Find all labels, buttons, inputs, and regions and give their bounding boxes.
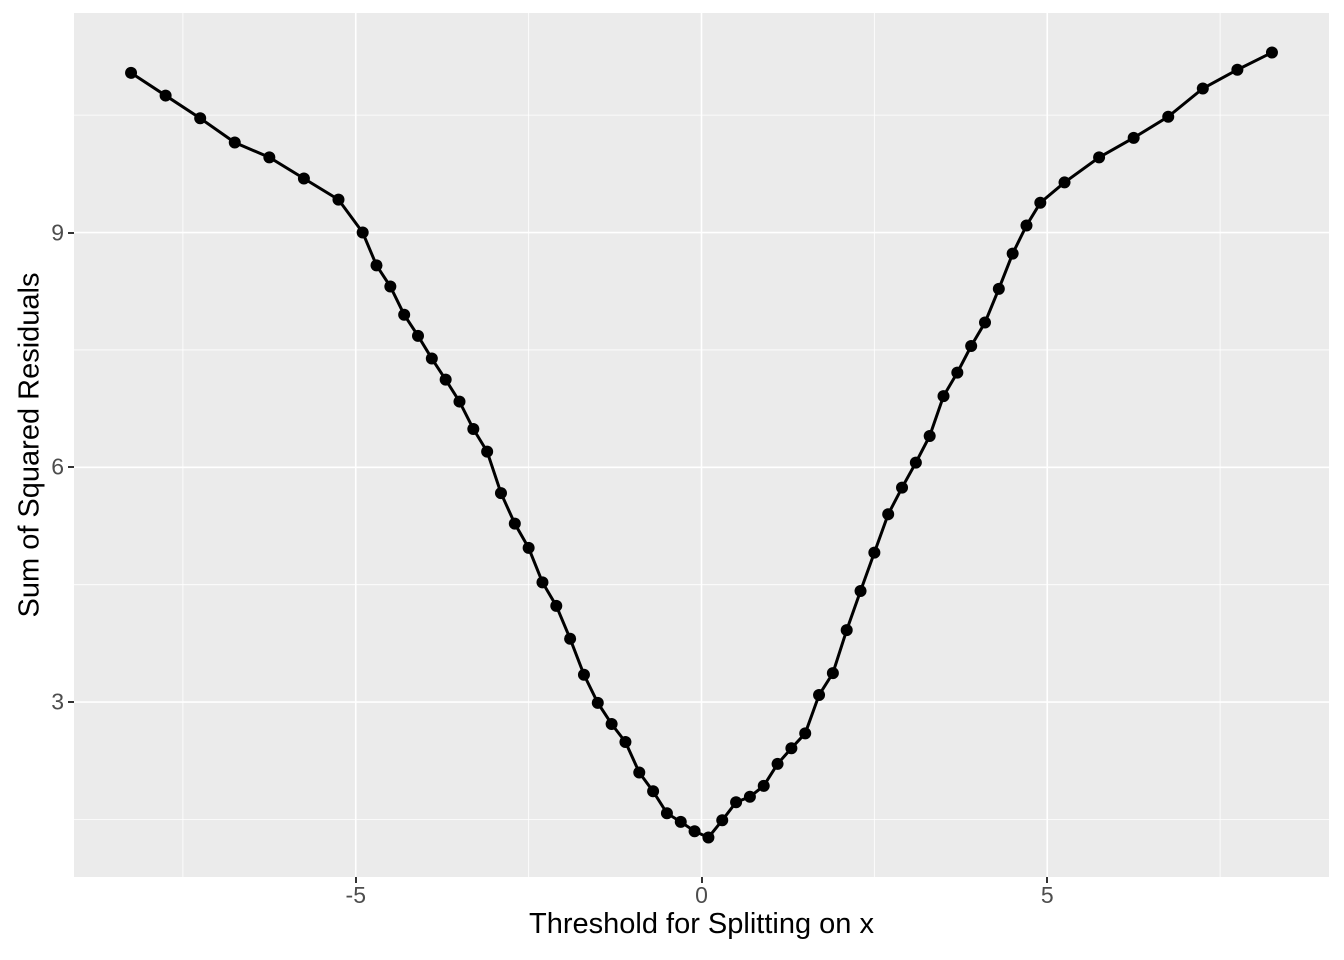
data-point (1265, 46, 1278, 59)
data-point (564, 632, 577, 645)
x-axis-title: Threshold for Splitting on x (529, 908, 874, 940)
data-point (730, 796, 743, 809)
data-point (674, 815, 687, 828)
data-point (619, 736, 632, 748)
data-point (909, 456, 922, 469)
data-point (633, 766, 646, 779)
data-point (228, 136, 241, 149)
data-point (577, 668, 590, 681)
y-axis-tick-mark (68, 701, 74, 704)
data-point (965, 340, 978, 352)
y-tick-label: 3 (51, 688, 64, 715)
data-point (494, 487, 507, 500)
y-axis-title: Sum of Squared Residuals (13, 272, 46, 618)
data-point (854, 584, 867, 597)
data-point (785, 742, 798, 755)
data-point (923, 430, 936, 442)
data-point (937, 390, 950, 403)
data-point (1162, 110, 1175, 123)
data-point (702, 831, 715, 844)
y-axis-tick-mark (68, 466, 74, 469)
data-point (125, 66, 138, 79)
data-point (978, 316, 991, 329)
x-tick-label: 5 (1040, 882, 1054, 908)
data-point (467, 422, 480, 435)
data-point (536, 576, 549, 589)
data-point (688, 825, 701, 838)
data-point (384, 280, 397, 293)
data-point (826, 667, 839, 680)
data-point (1196, 82, 1209, 95)
data-point (1093, 151, 1106, 164)
data-point (757, 779, 770, 792)
y-tick-label: 9 (51, 219, 64, 246)
data-point (591, 696, 604, 709)
data-point (425, 352, 438, 365)
data-point (297, 172, 310, 185)
data-point (771, 757, 784, 770)
plot-panel (74, 13, 1329, 877)
data-point (868, 546, 881, 559)
data-point (992, 282, 1005, 295)
data-point (370, 259, 383, 272)
y-tick-label: 6 (51, 453, 64, 480)
data-point (481, 445, 494, 458)
data-point (550, 599, 563, 612)
data-point (896, 481, 909, 494)
data-point (412, 329, 425, 342)
data-point (660, 807, 673, 820)
data-point (813, 689, 826, 702)
x-axis-tick-mark (354, 877, 357, 883)
data-point (356, 226, 369, 239)
x-tick-label: -5 (345, 882, 366, 908)
data-point (453, 395, 466, 408)
x-axis-tick-mark (1046, 877, 1049, 883)
data-point (1020, 219, 1033, 232)
data-point (605, 718, 618, 730)
x-tick-label: 0 (695, 882, 708, 908)
data-point (398, 308, 411, 321)
data-point (194, 112, 207, 125)
data-point (1034, 196, 1047, 209)
data-point (799, 727, 812, 740)
data-point (1127, 131, 1140, 144)
data-point (263, 151, 276, 164)
data-point (951, 366, 964, 379)
series-line (130, 51, 1273, 840)
data-point (743, 790, 756, 803)
data-point (647, 785, 660, 798)
data-point (882, 508, 895, 521)
data-point (522, 541, 535, 554)
data-point (1006, 247, 1019, 260)
data-point (439, 373, 452, 386)
plot-area-svg (74, 13, 1329, 877)
data-point (716, 814, 729, 827)
data-point (1231, 63, 1244, 76)
y-axis-tick-mark (68, 231, 74, 234)
data-point (332, 193, 345, 206)
x-axis-tick-mark (700, 877, 703, 883)
data-point (840, 624, 853, 637)
data-point (508, 517, 521, 530)
data-point (159, 89, 172, 102)
data-point (1058, 176, 1071, 189)
